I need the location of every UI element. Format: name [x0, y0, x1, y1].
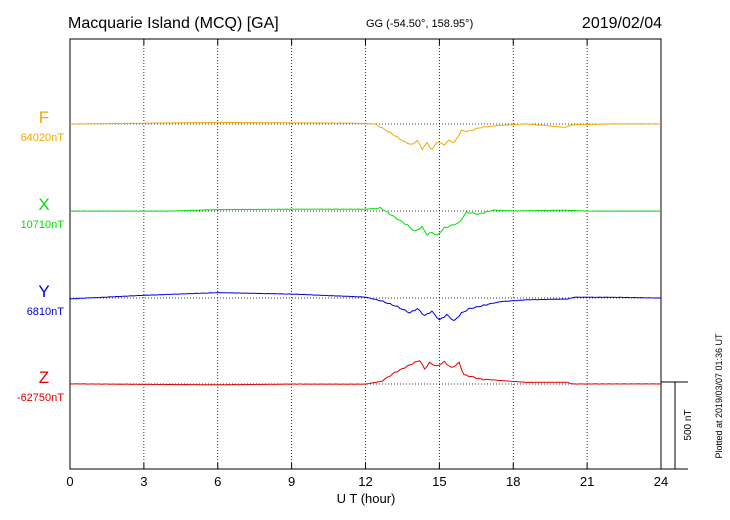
- x-tick-label: 24: [654, 474, 668, 489]
- x-tick-label: 18: [506, 474, 520, 489]
- series-line-z: [69, 360, 662, 386]
- series-line-x: [69, 206, 662, 236]
- series-line-f: [69, 121, 661, 151]
- series-layer: [69, 121, 662, 386]
- x-tick-label: 3: [140, 474, 147, 489]
- x-tick-label: 21: [580, 474, 594, 489]
- series-baseline-f: 64020nT: [21, 132, 65, 144]
- x-tick-label: 15: [432, 474, 446, 489]
- plot-frame: [69, 38, 662, 470]
- series-labels: F 64020nT X 10710nT Y 6810nT Z -62750nT: [17, 108, 64, 404]
- series-name-f: F: [39, 108, 49, 127]
- x-tick-label: 6: [214, 474, 221, 489]
- series-baseline-x: 10710nT: [21, 219, 65, 231]
- station-title: Macquarie Island (MCQ) [GA]: [68, 15, 279, 32]
- grid-lines: [70, 39, 661, 469]
- x-tick-label: 0: [66, 474, 73, 489]
- plot-date: 2019/02/04: [582, 15, 662, 32]
- x-tick-label: 12: [358, 474, 372, 489]
- series-line-y: [69, 291, 662, 322]
- scale-bar-label: 500 nT: [683, 409, 694, 440]
- series-name-y: Y: [38, 282, 49, 301]
- plotted-note: Plotted at 2019/03/07 01:36 UT: [714, 333, 724, 459]
- x-axis-label: U T (hour): [337, 491, 396, 506]
- series-baseline-y: 6810nT: [27, 306, 65, 318]
- x-axis-ticks: 0 3 6 9 12 15 18 21 24: [66, 39, 668, 489]
- series-baseline-z: -62750nT: [17, 392, 64, 404]
- series-name-z: Z: [39, 368, 49, 387]
- series-name-x: X: [38, 195, 49, 214]
- station-coords: GG (-54.50°, 158.95°): [366, 18, 473, 30]
- x-tick-label: 9: [288, 474, 295, 489]
- scale-bar: [661, 381, 688, 470]
